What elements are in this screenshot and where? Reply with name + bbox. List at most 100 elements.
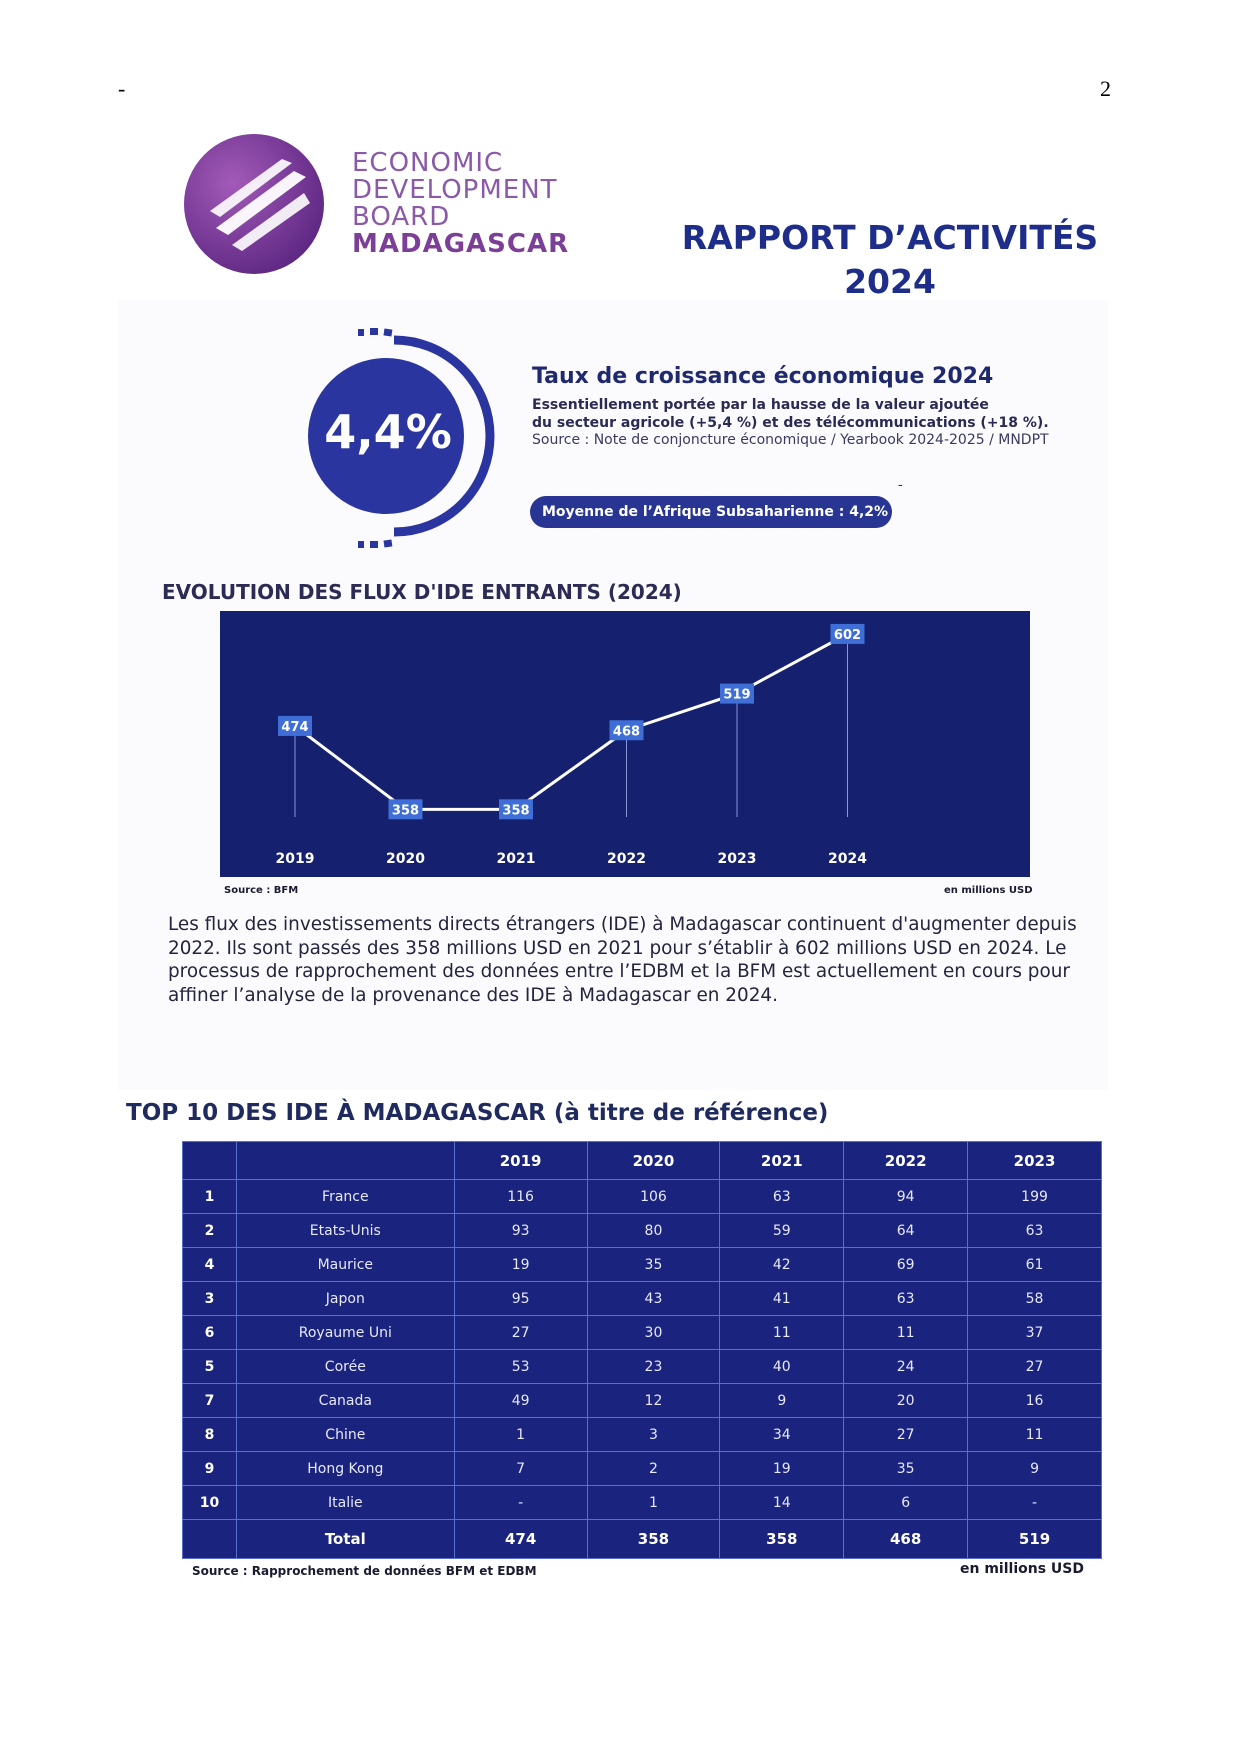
page-dash: -: [118, 76, 126, 101]
value-cell: 61: [967, 1247, 1102, 1282]
country-cell: Chine: [235, 1417, 455, 1452]
value-cell: 24: [843, 1349, 969, 1384]
country-cell: Hong Kong: [235, 1451, 455, 1486]
chart-title: EVOLUTION DES FLUX D'IDE ENTRANTS (2024): [162, 580, 682, 604]
value-cell: 12: [586, 1383, 721, 1418]
value-cell: 11: [967, 1417, 1102, 1452]
data-point: 519: [720, 683, 754, 704]
page-number: 2: [1100, 76, 1111, 101]
value-cell: 3: [586, 1417, 721, 1452]
data-label-box: [830, 623, 865, 644]
edbm-logo-icon: [184, 134, 324, 274]
value-cell: 95: [453, 1281, 588, 1316]
logo-line-madagascar: MADAGASCAR: [352, 229, 570, 259]
country-cell: Japon: [235, 1281, 455, 1316]
value-cell: 35: [843, 1451, 969, 1486]
value-cell: 69: [843, 1247, 969, 1282]
value-cell: 49: [453, 1383, 588, 1418]
table-source: Source : Rapprochement de données BFM et…: [192, 1564, 537, 1578]
table-total-row: Total 474 358 358 468 519: [182, 1519, 1102, 1559]
table-title: TOP 10 DES IDE À MADAGASCAR (à titre de …: [126, 1100, 829, 1126]
value-cell: 27: [843, 1417, 969, 1452]
value-cell: 37: [967, 1315, 1102, 1350]
data-label: 602: [834, 628, 861, 643]
value-cell: 93: [453, 1213, 588, 1248]
rank-cell: 7: [182, 1383, 237, 1418]
rank-cell: 2: [182, 1213, 237, 1248]
value-cell: 2: [586, 1451, 721, 1486]
data-point: 358: [388, 799, 423, 820]
value-cell: 7: [453, 1451, 588, 1486]
series-line: [294, 632, 849, 811]
table-row: 8 Chine 1 3 34 27 11: [182, 1417, 1102, 1452]
value-cell: 6: [843, 1485, 969, 1520]
table-row: 2 Etats-Unis 93 80 59 64 63: [182, 1213, 1102, 1248]
value-cell: 9: [719, 1383, 845, 1418]
table-header-cell: 2019: [453, 1141, 588, 1180]
value-cell: 116: [453, 1179, 588, 1214]
chart-source: Source : BFM: [224, 885, 299, 896]
value-cell: 40: [719, 1349, 845, 1384]
logo-line-board: BOARD: [352, 202, 451, 232]
value-cell: 27: [967, 1349, 1102, 1384]
report-title: RAPPORT D’ACTIVITÉS 2024: [600, 216, 1180, 304]
rank-cell: 8: [182, 1417, 237, 1452]
country-cell: France: [235, 1179, 455, 1214]
value-cell: 20: [843, 1383, 969, 1418]
table-row: 1 France 116 106 63 94 199: [182, 1179, 1102, 1214]
logo-line-development: DEVELOPMENT: [352, 175, 558, 205]
x-tick-label: 2022: [607, 851, 646, 867]
growth-gauge-icon: [308, 328, 495, 548]
growth-desc-line1: Essentiellement portée par la hausse de …: [532, 397, 989, 413]
x-tick-label: 2024: [828, 851, 867, 867]
ide-flow-chart-svg: 474 358 358 468 519 602 2019 2020 2021 2022 2023 20…: [276, 623, 867, 867]
value-cell: 80: [586, 1213, 721, 1248]
value-cell: 35: [586, 1247, 721, 1282]
rank-cell: 3: [182, 1281, 237, 1316]
rank-cell: 10: [182, 1485, 237, 1520]
value-cell: 19: [453, 1247, 588, 1282]
data-label: 468: [613, 724, 640, 739]
logo-line-economic: ECONOMIC: [352, 148, 504, 178]
africa-average-badge: Moyenne de l’Afrique Subsaharienne : 4,2…: [530, 496, 892, 528]
value-cell: 59: [719, 1213, 845, 1248]
report-title-line1: RAPPORT D’ACTIVITÉS: [681, 218, 1099, 257]
x-tick-label: 2023: [718, 851, 757, 867]
total-cell: 519: [967, 1519, 1102, 1559]
rank-cell: 5: [182, 1349, 237, 1384]
value-cell: 16: [967, 1383, 1102, 1418]
rank-cell: 9: [182, 1451, 237, 1486]
value-cell: 41: [719, 1281, 845, 1316]
growth-dash: -: [898, 476, 903, 492]
value-cell: 63: [843, 1281, 969, 1316]
growth-source: Source : Note de conjoncture économique …: [532, 432, 1049, 448]
value-cell: 11: [843, 1315, 969, 1350]
x-tick-label: 2019: [276, 851, 315, 867]
data-label: 358: [392, 803, 419, 818]
data-label: 358: [502, 803, 529, 818]
x-tick-label: 2020: [386, 851, 425, 867]
data-label: 474: [281, 720, 308, 735]
table-header-row: 2019 2020 2021 2022 2023: [182, 1141, 1102, 1180]
data-point: 474: [278, 715, 312, 736]
growth-title: Taux de croissance économique 2024: [532, 364, 994, 389]
rank-cell: 4: [182, 1247, 237, 1282]
value-cell: 30: [586, 1315, 721, 1350]
value-cell: 53: [453, 1349, 588, 1384]
total-cell: 474: [453, 1519, 588, 1559]
table-unit: en millions USD: [960, 1561, 1084, 1577]
value-cell: 43: [586, 1281, 721, 1316]
value-cell: 9: [967, 1451, 1102, 1486]
value-cell: 1: [453, 1417, 588, 1452]
table-header-cell: [182, 1141, 237, 1180]
value-cell: 27: [453, 1315, 588, 1350]
value-cell: 42: [719, 1247, 845, 1282]
total-cell: 358: [586, 1519, 721, 1559]
value-cell: 11: [719, 1315, 845, 1350]
logo-text: ECONOMIC DEVELOPMENT BOARD MADAGASCAR: [352, 150, 569, 258]
country-cell: Canada: [235, 1383, 455, 1418]
value-cell: 1: [586, 1485, 721, 1520]
table-row: 9 Hong Kong 7 2 19 35 9: [182, 1451, 1102, 1486]
table-header-cell: 2022: [843, 1141, 969, 1180]
total-cell: 468: [843, 1519, 969, 1559]
